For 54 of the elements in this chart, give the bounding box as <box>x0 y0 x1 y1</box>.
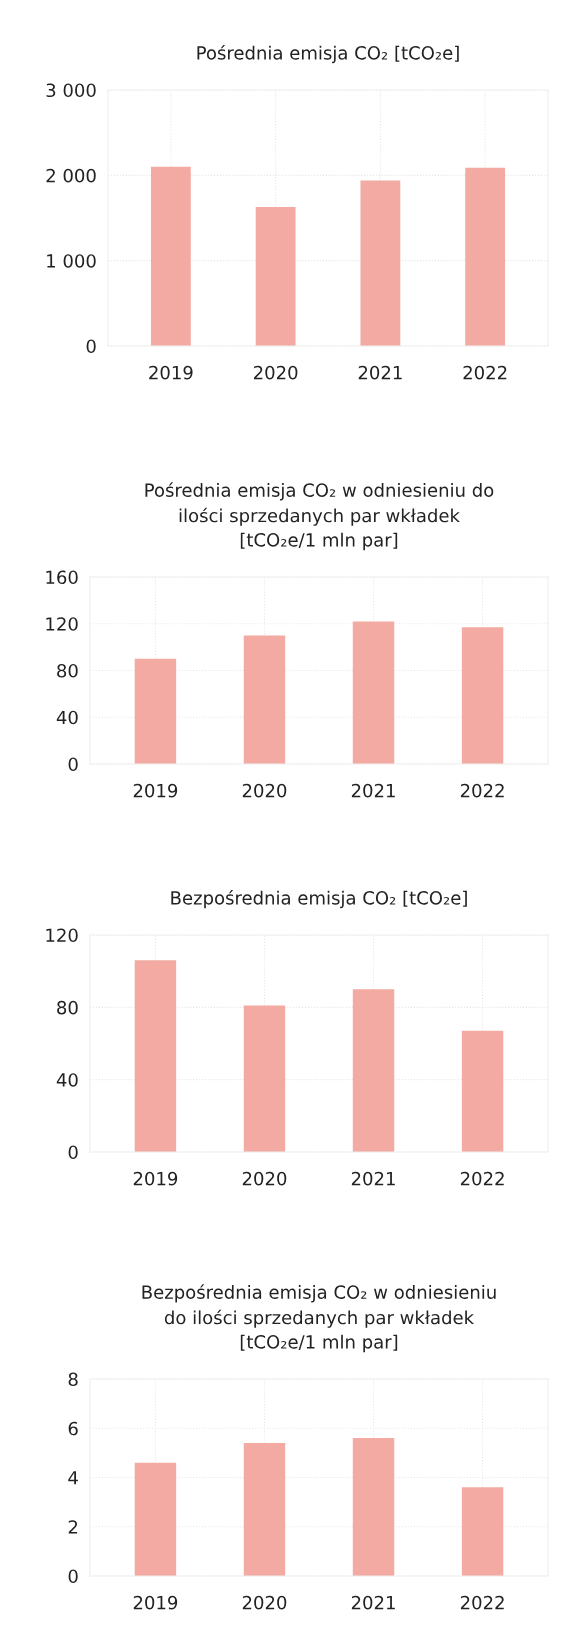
y-tick-label: 120 <box>46 928 78 943</box>
y-tick-label: 40 <box>56 1073 78 1087</box>
bar <box>134 960 177 1152</box>
bar <box>243 635 286 764</box>
bar <box>461 1030 504 1152</box>
bar <box>243 1005 286 1152</box>
bar <box>461 1487 504 1576</box>
y-tick-label: 6 <box>68 1421 78 1436</box>
chart-title: Pośrednia emisja CO₂ w odniesieniu do ilości sprzedanych par wkładek [tCO₂e/1 mln par] <box>145 482 494 551</box>
bar <box>243 1443 286 1576</box>
x-tick-label: 2022 <box>460 1595 504 1610</box>
bar <box>465 167 506 346</box>
y-tick-label: 160 <box>46 570 78 585</box>
bar <box>461 627 504 764</box>
y-tick-label: 40 <box>56 710 78 725</box>
y-tick-label: 0 <box>86 339 96 354</box>
bar <box>360 180 401 346</box>
x-tick-label: 2021 <box>358 365 402 380</box>
y-tick-label: 8 <box>68 1372 78 1387</box>
y-tick-label: 0 <box>68 757 78 772</box>
y-tick-label: 80 <box>57 663 78 678</box>
bar <box>352 621 395 764</box>
chart-title: Bezpośrednia emisja CO₂ [tCO₂e] <box>171 890 467 909</box>
x-tick-label: 2021 <box>351 1595 395 1610</box>
y-tick-label: 1 000 <box>47 254 96 268</box>
x-tick-label: 2020 <box>253 365 298 380</box>
bar <box>352 1438 395 1576</box>
y-tick-label: 0 <box>68 1145 78 1160</box>
y-tick-label: 0 <box>68 1569 78 1584</box>
x-tick-label: 2020 <box>242 1595 287 1610</box>
y-tick-label: 120 <box>46 617 78 631</box>
x-tick-label: 2022 <box>460 783 504 798</box>
x-tick-label: 2020 <box>242 1171 287 1186</box>
y-tick-label: 3 000 <box>46 83 96 98</box>
x-tick-label: 2019 <box>133 1171 178 1186</box>
chart-title: Pośrednia emisja CO₂ [tCO₂e] <box>197 45 459 64</box>
bar <box>255 206 296 346</box>
y-tick-label: 80 <box>57 1000 78 1015</box>
x-tick-label: 2019 <box>149 365 193 380</box>
x-tick-label: 2021 <box>351 783 395 798</box>
bar <box>134 1462 177 1576</box>
x-tick-label: 2021 <box>351 1171 395 1186</box>
chart-title: Bezpośrednia emisja CO₂ w odniesieniu do ilości sprzedanych par wkładek [tCO₂e/1 mln par] <box>142 1284 496 1353</box>
bar <box>134 658 177 764</box>
x-tick-label: 2019 <box>133 783 178 798</box>
x-tick-label: 2022 <box>463 365 507 380</box>
bar <box>352 989 395 1152</box>
y-tick-label: 2 <box>68 1520 78 1534</box>
x-tick-label: 2022 <box>460 1171 504 1186</box>
x-tick-label: 2020 <box>242 783 287 798</box>
x-tick-label: 2019 <box>133 1595 178 1610</box>
bar <box>150 166 191 346</box>
y-tick-label: 2 000 <box>46 168 96 183</box>
y-tick-label: 4 <box>68 1471 78 1485</box>
